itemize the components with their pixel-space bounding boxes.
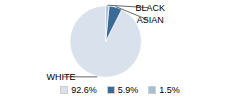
svg-text:WHITE: WHITE — [47, 72, 76, 82]
svg-text:BLACK: BLACK — [135, 3, 165, 13]
html-text:5.9%: 5.9% — [117, 85, 139, 95]
svg-text:ASIAN: ASIAN — [137, 15, 164, 25]
html-text:92.6%: 92.6% — [71, 85, 97, 95]
html-text:1.5%: 1.5% — [159, 85, 180, 95]
